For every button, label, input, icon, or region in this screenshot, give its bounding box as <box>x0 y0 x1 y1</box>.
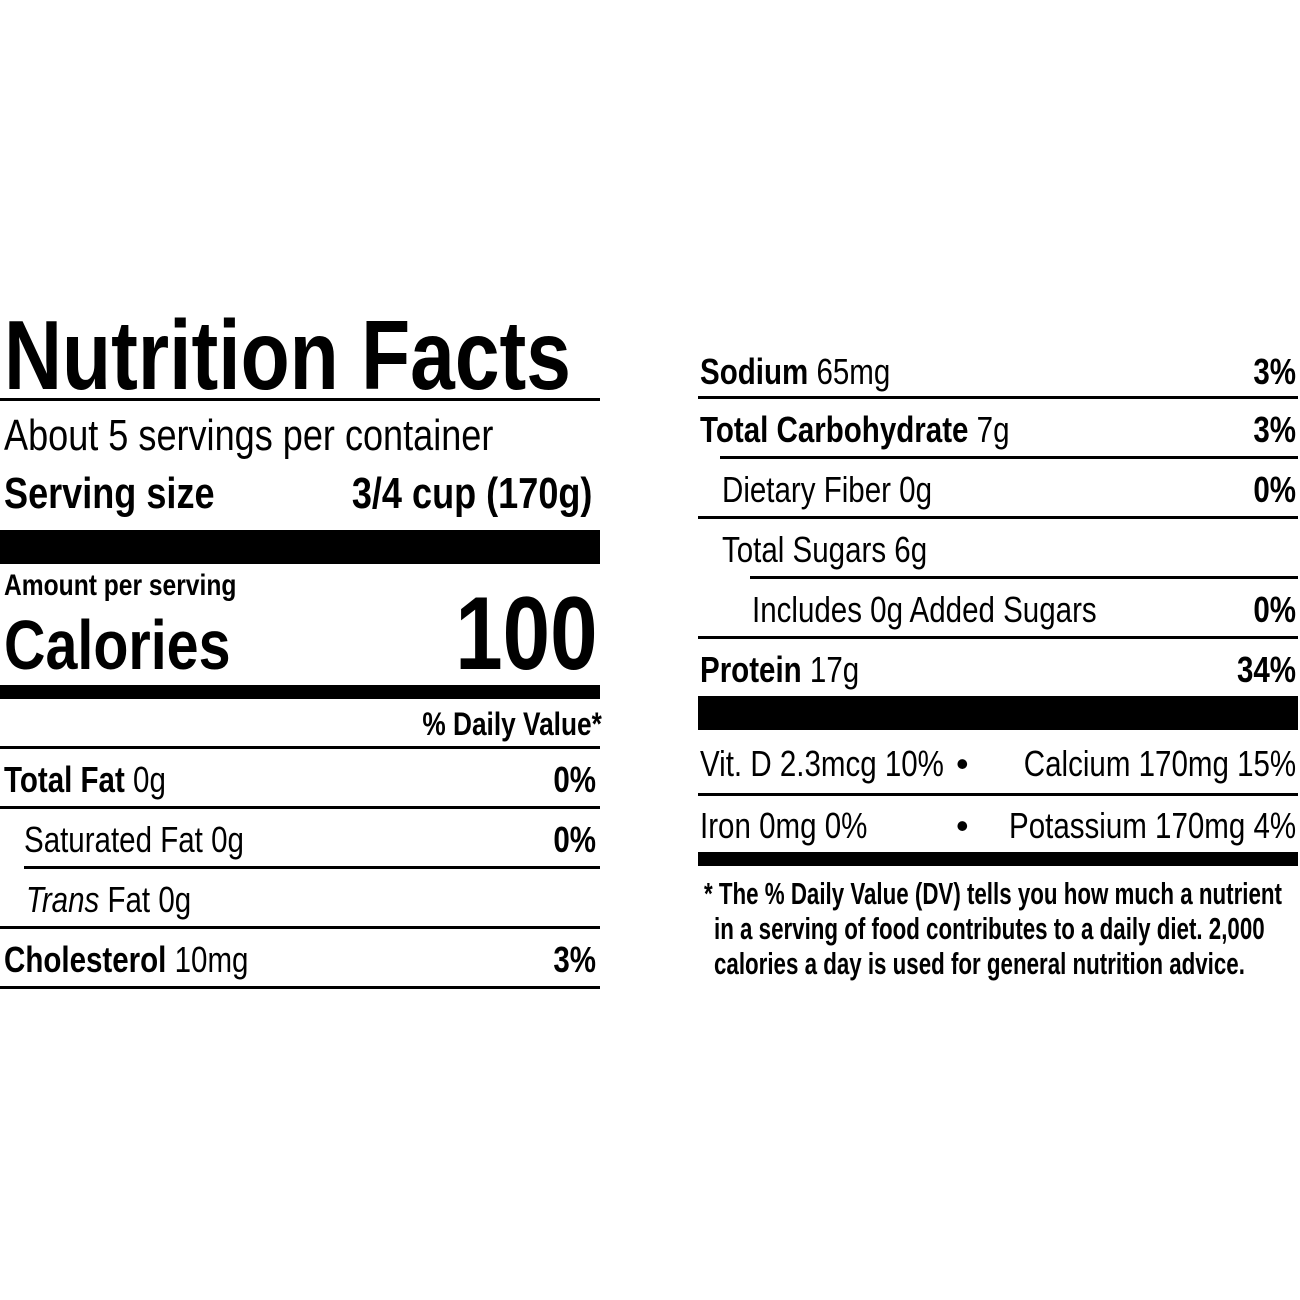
nutrient-name: Sodium <box>700 351 809 392</box>
footnote: * The % Daily Value (DV) tells you how m… <box>704 876 1294 981</box>
bullet-icon: • <box>956 805 969 846</box>
calcium: Calcium 170mg 15% <box>1023 743 1296 784</box>
footnote-line-2: in a serving of food contributes to a da… <box>714 911 1265 946</box>
serving-size-label: Serving size <box>4 469 215 518</box>
calories-rule <box>0 685 600 699</box>
nutrient-amount: 0g <box>133 759 166 800</box>
nutrient-amount: 6g <box>894 529 928 570</box>
nutrient-amount: 0g <box>899 469 933 510</box>
calories-label: Calories <box>4 606 231 684</box>
row-rule <box>0 806 600 809</box>
vitamin-row-1: Vit. D 2.3mcg 10% • Calcium 170mg 15% <box>700 734 1296 794</box>
iron: Iron 0mg 0% <box>700 805 868 846</box>
nutrient-name: Total Carbohydrate <box>700 409 969 450</box>
nutrient-row-protein: Protein 17g 34% <box>700 640 1296 700</box>
nutrient-row-total-sugars: Total Sugars 6g <box>722 520 1296 580</box>
nutrient-dv: 34% <box>1236 649 1296 690</box>
row-rule <box>698 636 1298 639</box>
footnote-line-3: calories a day is used for general nutri… <box>714 946 1245 981</box>
nutrient-row-total-fat: Total Fat 0g 0% <box>4 750 596 810</box>
nutrient-name: Trans <box>26 879 100 920</box>
nutrient-row-total-carbohydrate: Total Carbohydrate 7g 3% <box>700 400 1296 460</box>
nutrient-dv: 0% <box>553 819 596 860</box>
nutrient-amount: 17g <box>809 649 860 690</box>
nutrient-amount: 65mg <box>816 351 891 392</box>
bullet-icon: • <box>956 743 969 784</box>
footnote-rule <box>698 852 1298 866</box>
title-rule <box>0 398 600 401</box>
row-rule <box>698 396 1298 399</box>
nutrient-name: Includes 0g Added Sugars <box>752 589 1097 630</box>
nutrient-amount: 7g <box>976 409 1010 450</box>
nutrient-name: Saturated Fat <box>24 819 203 860</box>
nutrient-amount: 0g <box>158 879 192 920</box>
potassium: Potassium 170mg 4% <box>1008 805 1296 846</box>
nutrient-name: Total Fat <box>4 759 125 800</box>
nutrient-name: Cholesterol <box>4 939 167 980</box>
row-rule <box>24 866 600 869</box>
nutrient-row-dietary-fiber: Dietary Fiber 0g 0% <box>722 460 1296 520</box>
nutrient-amount: 0g <box>211 819 244 860</box>
row-rule <box>698 793 1298 796</box>
row-rule <box>698 516 1298 519</box>
footnote-line-1: * The % Daily Value (DV) tells you how m… <box>704 876 1282 911</box>
nutrient-name: Dietary Fiber <box>722 469 891 510</box>
nutrient-row-saturated-fat: Saturated Fat 0g 0% <box>24 810 596 870</box>
row-rule <box>720 456 1298 459</box>
nutrient-name: Protein <box>700 649 802 690</box>
nutrient-dv: 3% <box>1253 351 1296 392</box>
nutrient-row-cholesterol: Cholesterol 10mg 3% <box>4 930 596 990</box>
nutrient-dv: 0% <box>553 759 596 800</box>
row-rule <box>0 986 600 989</box>
row-rule <box>750 576 1298 579</box>
nutrient-dv: 0% <box>1253 469 1296 510</box>
nutrient-dv: 3% <box>553 939 596 980</box>
nutrition-facts-title: Nutrition Facts <box>4 300 572 410</box>
nutrient-amount: 10mg <box>174 939 249 980</box>
calories-value: 100 <box>455 576 598 692</box>
nutrient-dv: 0% <box>1253 589 1296 630</box>
thick-rule-top <box>0 530 600 564</box>
dv-rule <box>0 746 600 749</box>
row-rule <box>0 926 600 929</box>
serving-size-value: 3/4 cup (170g) <box>351 469 592 518</box>
amount-per-serving: Amount per serving <box>4 569 237 602</box>
daily-value-header: % Daily Value* <box>422 706 602 742</box>
vit-d: Vit. D 2.3mcg 10% <box>700 743 944 784</box>
thick-rule-protein <box>698 696 1298 730</box>
nutrient-name: Total Sugars <box>722 529 887 570</box>
nutrient-row-sodium: Sodium 65mg 3% <box>700 342 1296 402</box>
nutrient-row-trans-fat: Trans Fat 0g <box>26 870 596 930</box>
vitamin-row-2: Iron 0mg 0% • Potassium 170mg 4% <box>700 796 1296 856</box>
servings-per-container: About 5 servings per container <box>4 411 494 460</box>
nutrient-dv: 3% <box>1253 409 1296 450</box>
nutrient-row-added-sugars: Includes 0g Added Sugars 0% <box>752 580 1296 640</box>
nutrient-name-suffix: Fat <box>107 879 151 920</box>
